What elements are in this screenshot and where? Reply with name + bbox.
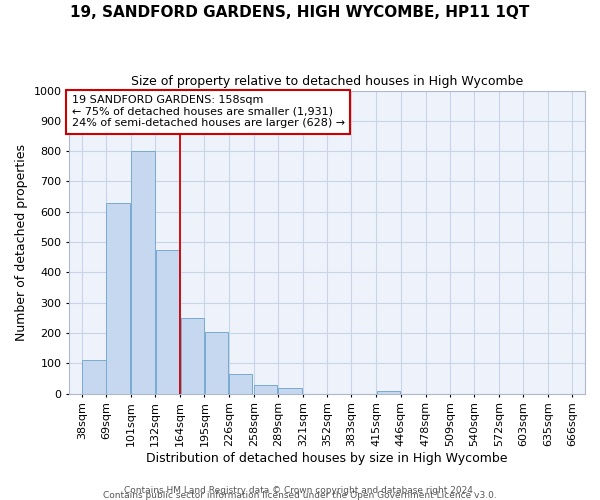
Bar bbox=[82, 360, 106, 394]
Bar bbox=[181, 318, 204, 394]
Text: Contains HM Land Registry data © Crown copyright and database right 2024.: Contains HM Land Registry data © Crown c… bbox=[124, 486, 476, 495]
Bar bbox=[155, 250, 179, 394]
Bar bbox=[106, 202, 130, 394]
Text: 19 SANDFORD GARDENS: 158sqm
← 75% of detached houses are smaller (1,931)
24% of : 19 SANDFORD GARDENS: 158sqm ← 75% of det… bbox=[72, 95, 345, 128]
Y-axis label: Number of detached properties: Number of detached properties bbox=[15, 144, 28, 340]
Bar bbox=[377, 390, 400, 394]
Text: 19, SANDFORD GARDENS, HIGH WYCOMBE, HP11 1QT: 19, SANDFORD GARDENS, HIGH WYCOMBE, HP11… bbox=[70, 5, 530, 20]
Bar bbox=[205, 332, 228, 394]
Bar bbox=[254, 384, 277, 394]
Title: Size of property relative to detached houses in High Wycombe: Size of property relative to detached ho… bbox=[131, 75, 523, 88]
Bar bbox=[131, 151, 155, 394]
Text: Contains public sector information licensed under the Open Government Licence v3: Contains public sector information licen… bbox=[103, 491, 497, 500]
Bar bbox=[229, 374, 253, 394]
X-axis label: Distribution of detached houses by size in High Wycombe: Distribution of detached houses by size … bbox=[146, 452, 508, 465]
Bar bbox=[278, 388, 302, 394]
